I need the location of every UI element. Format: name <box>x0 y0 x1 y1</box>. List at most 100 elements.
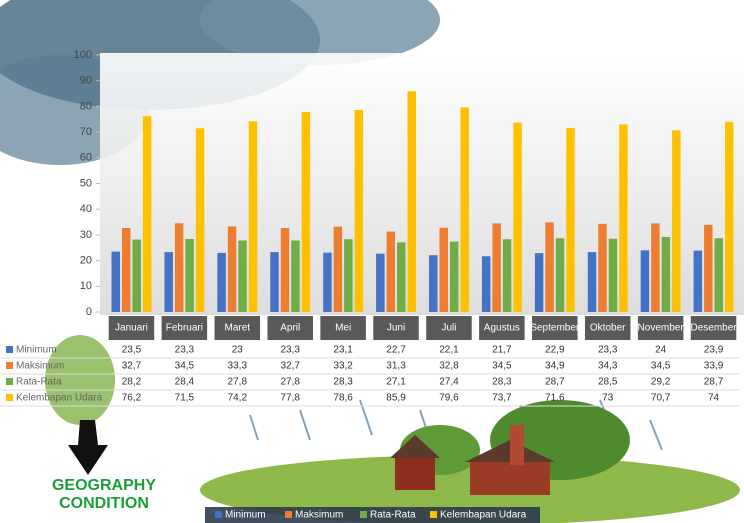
x-tick-label: Desember <box>690 323 737 334</box>
bar <box>174 223 184 312</box>
bar <box>270 252 279 312</box>
x-tick-label: Februari <box>166 323 203 334</box>
table-cell: 23,3 <box>280 345 300 356</box>
table-cell: 22,9 <box>545 345 565 356</box>
legend-key <box>285 511 292 518</box>
bar <box>513 122 522 312</box>
category-box <box>214 316 261 340</box>
legend-label: Kelembapan Udara <box>440 510 527 521</box>
caption: GEOGRAPHY <box>52 477 156 494</box>
y-tick-label: 60 <box>80 152 92 164</box>
table-cell: 79,6 <box>439 393 459 404</box>
bar <box>460 107 469 312</box>
bar <box>354 109 364 312</box>
y-tick-label: 30 <box>80 229 92 241</box>
legend-key <box>430 511 437 518</box>
x-tick-label: September <box>530 323 580 334</box>
bar <box>132 239 141 312</box>
category-box <box>373 316 419 340</box>
row-key <box>6 346 13 353</box>
table-cell: 73,7 <box>492 393 512 404</box>
y-tick-label: 100 <box>74 49 92 61</box>
table-cell: 23,3 <box>175 345 195 356</box>
table-cell: 85,9 <box>386 393 406 404</box>
y-tick-label: 0 <box>86 306 92 318</box>
table-cell: 34,3 <box>598 361 618 372</box>
bar <box>185 239 194 312</box>
table-cell: 32,7 <box>280 361 300 372</box>
row-label: Kelembapan Udara <box>16 393 103 404</box>
table-cell: 23 <box>232 345 244 356</box>
category-box <box>637 316 684 340</box>
table-cell: 28,2 <box>122 377 142 388</box>
bar <box>217 252 226 312</box>
bar <box>566 127 575 312</box>
plot-area <box>100 53 744 315</box>
x-tick-label: Juli <box>441 323 456 334</box>
bar <box>291 240 300 312</box>
bar <box>481 256 491 312</box>
table-cell: 33,2 <box>333 361 353 372</box>
table-cell: 28,4 <box>175 377 195 388</box>
table-cell: 34,9 <box>545 361 565 372</box>
table-cell: 23,5 <box>122 345 142 356</box>
table-cell: 73 <box>602 393 614 404</box>
table-cell: 22,1 <box>439 345 459 356</box>
category-box <box>532 316 578 340</box>
y-tick-label: 70 <box>80 126 92 138</box>
table-cell: 78,6 <box>333 393 353 404</box>
bar <box>121 227 131 312</box>
category-box <box>108 316 155 340</box>
bar <box>386 231 396 312</box>
bar <box>651 223 660 312</box>
table-cell: 33,9 <box>704 361 724 372</box>
bar <box>598 223 607 312</box>
table-cell: 34,5 <box>175 361 195 372</box>
bar <box>502 239 512 312</box>
bar <box>407 91 416 312</box>
table-cell: 74,2 <box>228 393 248 404</box>
bar <box>587 252 597 312</box>
table-cell: 21,7 <box>492 345 512 356</box>
legend-key <box>360 511 367 518</box>
caption: CONDITION <box>59 495 149 512</box>
bar <box>619 124 628 312</box>
table-cell: 24 <box>655 345 667 356</box>
bar <box>429 255 438 312</box>
x-tick-label: April <box>280 323 300 334</box>
bar <box>555 238 565 312</box>
row-label: Rata-Rata <box>16 377 62 388</box>
bar <box>195 128 205 312</box>
y-tick-label: 90 <box>80 75 92 87</box>
category-box <box>267 316 313 340</box>
bar <box>439 227 448 312</box>
row-key <box>6 362 13 369</box>
bar <box>164 252 173 312</box>
table-cell: 34,5 <box>651 361 671 372</box>
table-cell: 71,5 <box>175 393 195 404</box>
bar <box>376 253 385 312</box>
bar <box>661 236 671 312</box>
table-cell: 74 <box>708 393 720 404</box>
bar <box>492 223 501 312</box>
row-key <box>6 378 13 385</box>
table-cell: 31,3 <box>386 361 406 372</box>
legend-label: Rata-Rata <box>370 510 416 521</box>
y-tick-label: 40 <box>80 203 92 215</box>
bar <box>142 116 152 312</box>
table-cell: 28,7 <box>545 377 565 388</box>
table-cell: 23,1 <box>333 345 353 356</box>
table-cell: 23,3 <box>598 345 618 356</box>
table-cell: 23,9 <box>704 345 724 356</box>
x-tick-label: Juni <box>387 323 405 334</box>
bar <box>323 252 332 312</box>
table-cell: 28,3 <box>492 377 512 388</box>
y-tick-label: 50 <box>80 177 92 189</box>
bar <box>301 112 311 312</box>
x-tick-label: Maret <box>225 323 251 334</box>
bar <box>248 121 258 312</box>
bar <box>344 239 353 312</box>
table-cell: 71,6 <box>545 393 565 404</box>
category-box <box>161 316 208 340</box>
table-cell: 32,7 <box>122 361 142 372</box>
